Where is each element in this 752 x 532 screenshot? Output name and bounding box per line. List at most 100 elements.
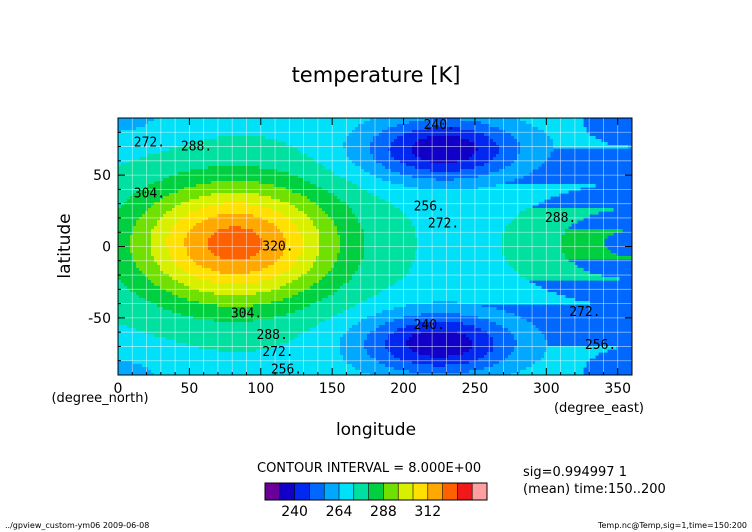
contour-band bbox=[118, 220, 137, 224]
contour-band bbox=[133, 361, 347, 365]
contour-band bbox=[118, 127, 137, 131]
contour-band bbox=[268, 220, 293, 224]
contour-band bbox=[364, 169, 392, 173]
contour-band bbox=[301, 253, 320, 257]
contour-band bbox=[118, 160, 131, 164]
contour-band bbox=[364, 235, 416, 239]
contour-band bbox=[154, 181, 212, 185]
contour-band bbox=[364, 247, 419, 251]
contour-band bbox=[526, 277, 620, 281]
contour-band bbox=[277, 226, 299, 230]
contour-band bbox=[127, 286, 161, 290]
contour-band bbox=[118, 274, 146, 278]
contour-band bbox=[118, 154, 149, 158]
contour-band bbox=[382, 130, 413, 134]
contour-band bbox=[145, 298, 188, 302]
contour-band bbox=[310, 286, 341, 290]
contour-band bbox=[160, 151, 302, 155]
contour-band bbox=[199, 196, 272, 200]
y-tick-label: 50 bbox=[93, 168, 111, 184]
contour-band bbox=[199, 301, 272, 305]
contour-band bbox=[118, 313, 182, 317]
contour-band bbox=[406, 340, 473, 344]
contour-band bbox=[385, 199, 545, 203]
contour-band bbox=[130, 244, 152, 248]
contour-band bbox=[151, 250, 170, 254]
contour-band bbox=[406, 325, 476, 329]
contour-band bbox=[373, 157, 395, 161]
contour-band bbox=[169, 274, 194, 278]
contour-band bbox=[148, 367, 356, 371]
contour-band bbox=[178, 172, 290, 176]
contour-band bbox=[283, 253, 302, 257]
contour-band bbox=[310, 304, 356, 308]
contour-band bbox=[415, 253, 503, 257]
colorbar-swatch bbox=[427, 483, 443, 500]
contour-band bbox=[118, 265, 137, 269]
contour-band bbox=[118, 295, 140, 299]
contour-band bbox=[385, 166, 416, 170]
contour-band bbox=[385, 340, 407, 344]
contour-band bbox=[394, 283, 536, 287]
contour-band bbox=[388, 334, 413, 338]
contour-band bbox=[307, 196, 338, 200]
contour-band bbox=[298, 229, 320, 233]
contour-band bbox=[511, 331, 542, 335]
contour-band bbox=[349, 205, 395, 209]
contour-band bbox=[406, 163, 485, 167]
contour-band bbox=[418, 352, 464, 356]
contour-band bbox=[178, 190, 293, 194]
contour-band bbox=[133, 229, 152, 233]
contour-band bbox=[118, 337, 167, 341]
contour-band bbox=[313, 283, 344, 287]
contour-band bbox=[118, 124, 146, 128]
contour-band bbox=[295, 310, 344, 314]
contour-band bbox=[274, 262, 296, 266]
contour-band bbox=[412, 151, 476, 155]
contour-band bbox=[352, 208, 401, 212]
contour-band bbox=[364, 229, 416, 233]
x-tick-label: 300 bbox=[533, 381, 560, 397]
contour-label: 320. bbox=[262, 240, 293, 255]
contour-band bbox=[319, 238, 341, 242]
contour-band bbox=[394, 157, 422, 161]
contour-band bbox=[148, 277, 173, 281]
contour-band bbox=[265, 136, 347, 140]
contour-band bbox=[331, 217, 359, 221]
contour-band bbox=[151, 244, 167, 248]
contour-band bbox=[262, 268, 290, 272]
contour-band bbox=[394, 367, 485, 371]
contour-band bbox=[397, 280, 530, 284]
contour-interval-text: CONTOUR INTERVAL = 8.000E+00 bbox=[257, 461, 481, 476]
contour-band bbox=[319, 253, 338, 257]
contour-band bbox=[349, 157, 374, 161]
contour-band bbox=[286, 241, 305, 245]
contour-band bbox=[520, 142, 554, 146]
contour-band bbox=[475, 142, 497, 146]
contour-band bbox=[379, 361, 413, 365]
contour-band bbox=[292, 220, 314, 224]
contour-band bbox=[388, 286, 542, 290]
contour-band bbox=[433, 364, 446, 368]
contour-band bbox=[178, 265, 203, 269]
contour-band bbox=[364, 241, 419, 245]
contour-band bbox=[376, 175, 413, 179]
contour-band bbox=[118, 250, 131, 254]
contour-band bbox=[295, 223, 314, 227]
contour-band bbox=[421, 331, 458, 335]
contour-band bbox=[196, 223, 275, 227]
contour-band bbox=[145, 211, 167, 215]
contour-band bbox=[139, 190, 179, 194]
contour-band bbox=[130, 235, 152, 239]
contour-band bbox=[364, 238, 419, 242]
contour-band bbox=[118, 280, 122, 284]
contour-band bbox=[208, 166, 260, 170]
contour-band bbox=[496, 322, 533, 326]
contour-band bbox=[349, 133, 380, 137]
contour-band bbox=[118, 229, 134, 233]
contour-band bbox=[118, 349, 218, 353]
contour-label: 288. bbox=[181, 140, 212, 155]
contour-band bbox=[358, 184, 404, 188]
contour-band bbox=[505, 166, 539, 170]
contour-band bbox=[469, 139, 494, 143]
